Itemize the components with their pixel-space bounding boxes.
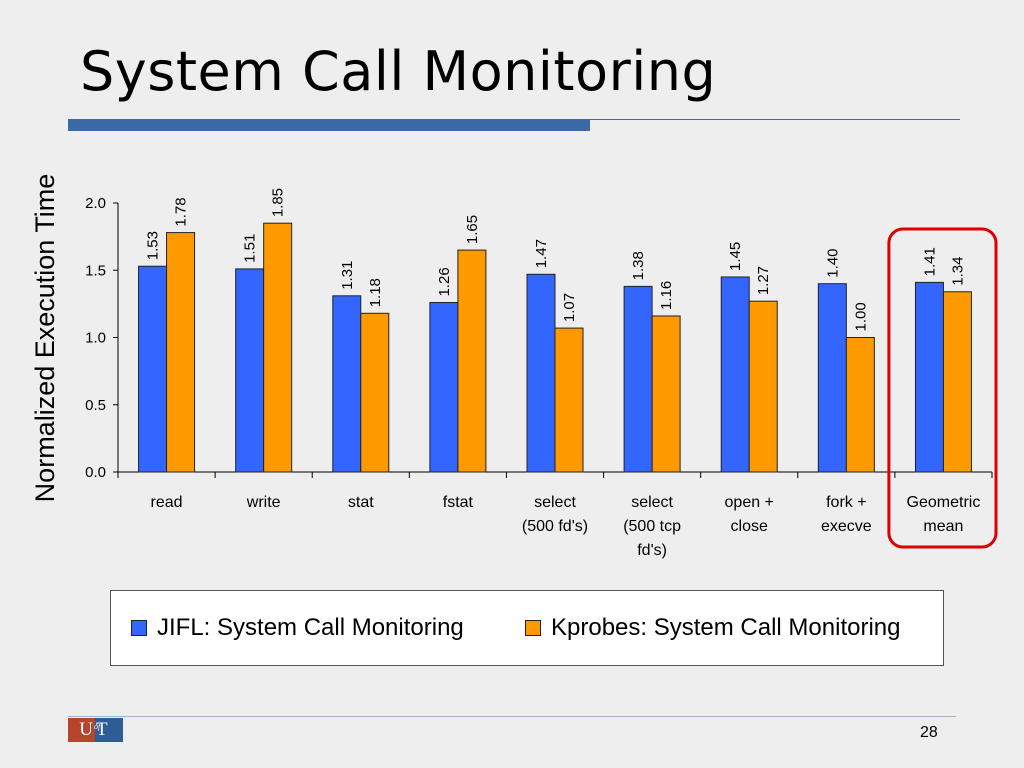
x-tick-label: mean (923, 518, 963, 535)
data-label: 1.26 (436, 267, 453, 296)
footer-rule (68, 716, 956, 717)
page-number: 28 (920, 724, 938, 741)
data-label: 1.65 (464, 215, 481, 244)
data-label: 1.27 (755, 266, 772, 295)
data-label: 1.07 (561, 293, 578, 322)
y-tick-label: 1.5 (85, 262, 106, 279)
bar-jifl (235, 268, 265, 473)
x-tick-label: fork + (826, 494, 866, 511)
data-label: 1.41 (921, 247, 938, 276)
data-label: 1.85 (270, 188, 287, 217)
chart-legend: JIFL: System Call Monitoring Kprobes: Sy… (110, 590, 944, 666)
y-tick-label: 0.5 (85, 397, 106, 414)
y-tick-label: 2.0 (85, 195, 106, 212)
data-label: 1.00 (852, 302, 869, 331)
x-tick-label: stat (348, 494, 374, 511)
legend-label-kprobes: Kprobes: System Call Monitoring (551, 614, 901, 641)
x-tick-label: execve (821, 518, 872, 535)
slide-title: System Call Monitoring (80, 40, 717, 103)
legend-label-jifl: JIFL: System Call Monitoring (157, 614, 464, 641)
bar-chart: Normalized Execution Time 0.0 0.5 1.0 1.5 2.0… (30, 174, 998, 559)
legend-swatch-jifl (131, 620, 147, 636)
x-tick-label: select (631, 494, 673, 511)
bar-kprobes (166, 232, 196, 473)
x-tick-label: read (151, 494, 183, 511)
x-tick-label: write (246, 494, 281, 511)
data-label: 1.16 (658, 281, 675, 310)
bar-jifl (526, 273, 556, 473)
uoft-logo: U T of (68, 718, 123, 742)
data-label: 1.38 (630, 251, 647, 280)
x-tick-label: fd's) (637, 542, 667, 559)
y-axis-label: Normalized Execution Time (30, 174, 60, 503)
legend-swatch-kprobes (525, 620, 541, 636)
x-tick-label: Geometric (907, 494, 981, 511)
x-tick-label: fstat (443, 494, 474, 511)
data-label: 1.53 (145, 231, 162, 260)
data-label: 1.40 (824, 248, 841, 277)
bar-jifl (429, 302, 459, 473)
bar-kprobes (942, 291, 972, 473)
bar-kprobes (360, 312, 390, 473)
bar-kprobes (263, 222, 293, 473)
bar-kprobes (457, 249, 487, 473)
y-tick-label: 1.0 (85, 330, 106, 347)
bar-jifl (817, 283, 847, 473)
legend-item-jifl: JIFL: System Call Monitoring (131, 614, 464, 642)
y-tick-label: 0.0 (85, 464, 106, 481)
x-tick-label: (500 tcp (623, 518, 681, 535)
bar-jifl (914, 281, 944, 473)
data-label: 1.45 (727, 242, 744, 271)
legend-item-kprobes: Kprobes: System Call Monitoring (525, 614, 900, 642)
data-label: 1.47 (533, 239, 550, 268)
bar-jifl (332, 295, 362, 473)
x-tick-label: select (534, 494, 576, 511)
x-tick-label: (500 fd's) (522, 518, 588, 535)
data-label: 1.34 (949, 257, 966, 286)
bar-kprobes (651, 315, 681, 473)
data-label: 1.18 (367, 278, 384, 307)
bar-kprobes (748, 300, 778, 473)
title-underline-thick (68, 119, 590, 131)
x-tick-label: open + (725, 494, 774, 511)
bar-jifl (623, 285, 653, 473)
bar-jifl (720, 276, 750, 473)
data-label: 1.51 (242, 234, 259, 263)
bar-kprobes (554, 327, 584, 473)
highlight-box (887, 227, 998, 549)
bar-kprobes (845, 337, 875, 473)
data-label: 1.78 (173, 197, 190, 226)
bar-jifl (138, 265, 168, 473)
title-underline-thin (590, 119, 960, 120)
data-label: 1.31 (339, 261, 356, 290)
x-tick-label: close (731, 518, 768, 535)
